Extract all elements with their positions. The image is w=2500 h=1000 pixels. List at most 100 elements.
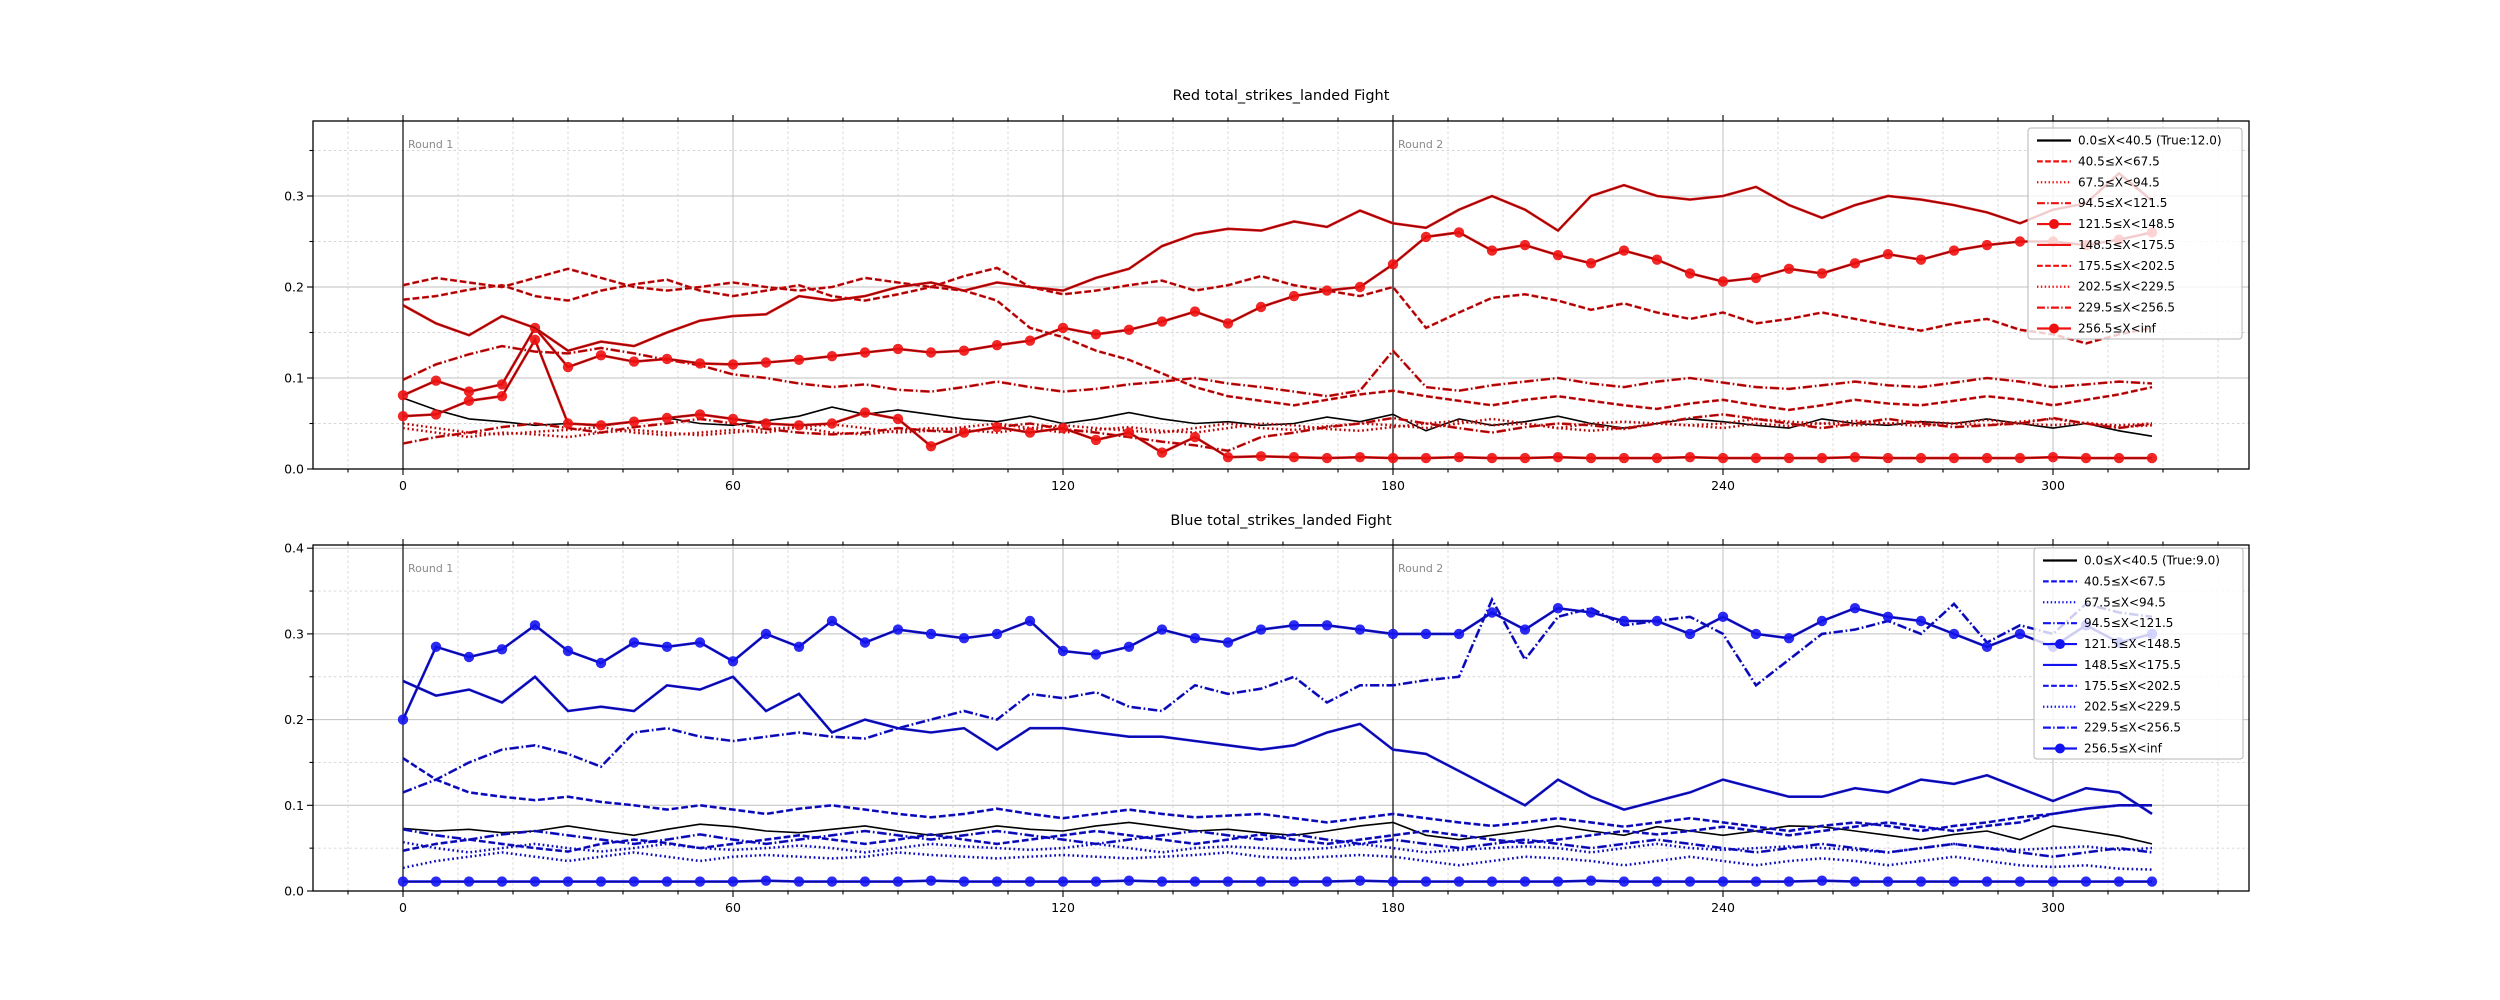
legend-item: 202.5≤X<229.5 xyxy=(2037,280,2175,294)
series-line-shade xyxy=(402,172,2153,352)
legend-item-label: 121.5≤X<148.5 xyxy=(2084,637,2181,651)
series-markers xyxy=(397,875,2158,887)
svg-text:60: 60 xyxy=(725,900,741,915)
svg-text:0: 0 xyxy=(399,478,407,493)
series-markers xyxy=(397,334,2158,464)
series-line-shade xyxy=(402,418,2153,438)
legend-item: 0.0≤X<40.5 (True:9.0) xyxy=(2043,554,2220,568)
svg-text:0.3: 0.3 xyxy=(284,189,304,204)
series-line xyxy=(402,804,2152,853)
legend-item-label: 256.5≤X<inf xyxy=(2078,322,2157,336)
svg-text:120: 120 xyxy=(1051,900,1075,915)
blue-chart-legend: 0.0≤X<40.5 (True:9.0) 40.5≤X<67.5 67.5≤X<9… xyxy=(2033,547,2244,760)
series-line xyxy=(402,266,2153,345)
series-line-shade xyxy=(402,268,2153,411)
legend-item-label: 0.0≤X<40.5 (True:12.0) xyxy=(2078,134,2222,148)
round-label: Round 2 xyxy=(1398,138,1443,151)
svg-text:0.1: 0.1 xyxy=(284,371,304,386)
svg-text:180: 180 xyxy=(1381,478,1405,493)
series-line xyxy=(402,344,2153,398)
legend-item: 94.5≤X<121.5 xyxy=(2043,616,2173,630)
series-line xyxy=(402,417,2153,439)
major-gridlines xyxy=(313,121,2249,470)
series-line-shade xyxy=(402,338,2152,459)
axes-spines xyxy=(312,120,2250,470)
legend-item: 94.5≤X<121.5 xyxy=(2037,196,2167,210)
legend-item-label: 148.5≤X<175.5 xyxy=(2078,238,2175,252)
series-line-shade xyxy=(402,345,2153,397)
legend-item: 40.5≤X<67.5 xyxy=(2043,574,2166,588)
blue-chart-title: Blue total_strikes_landed Fight xyxy=(1170,513,1392,529)
series-line xyxy=(403,879,2152,883)
legend-item: 229.5≤X<256.5 xyxy=(2037,301,2175,315)
legend-item: 256.5≤X<inf xyxy=(2043,742,2163,756)
series-line-shade xyxy=(403,880,2152,883)
axis-tick-labels: 0 60 120 180 240 300 0.0 0.1 0.2 0.3 0.4 xyxy=(284,541,2065,915)
legend-item-label: 229.5≤X<256.5 xyxy=(2084,721,2181,735)
axis-ticks xyxy=(307,115,2219,475)
series-line-shade xyxy=(402,598,2153,793)
series-line xyxy=(402,336,2152,460)
red-chart: Round 1 Round 2 0 60 120 180 240 300 0.0 0.1 0.2 0.… xyxy=(284,115,2250,494)
series-line-shade xyxy=(402,607,2153,720)
svg-text:300: 300 xyxy=(2041,900,2065,915)
legend-item-label: 256.5≤X<inf xyxy=(2084,742,2163,756)
legend-item-label: 40.5≤X<67.5 xyxy=(2084,574,2166,588)
axes-spines xyxy=(312,544,2250,892)
legend-item: 121.5≤X<148.5 xyxy=(2037,217,2175,231)
series-line xyxy=(402,418,2153,437)
legend-sample-marker xyxy=(2049,323,2059,334)
series-line-shade xyxy=(402,757,2152,832)
series-line xyxy=(402,596,2153,794)
svg-text:0: 0 xyxy=(399,900,407,915)
legend-item: 175.5≤X<202.5 xyxy=(2043,679,2181,693)
svg-text:0.4: 0.4 xyxy=(284,541,304,556)
legend-sample-marker xyxy=(2055,743,2065,754)
axis-tick-labels: 0 60 120 180 240 300 0.0 0.1 0.2 0.3 xyxy=(284,189,2065,494)
legend-item-label: 202.5≤X<229.5 xyxy=(2078,280,2175,294)
blue-chart: Round 1 Round 2 0 60 120 180 240 300 0.0 0.1 0.2 0.… xyxy=(284,539,2250,915)
round-label: Round 2 xyxy=(1398,562,1443,575)
minor-gridlines xyxy=(313,121,2249,469)
series-line xyxy=(402,675,2153,815)
round-markers: Round 1 Round 2 xyxy=(402,545,1443,891)
svg-text:0.2: 0.2 xyxy=(284,712,304,727)
series-line-shade xyxy=(402,413,2153,452)
legend-item: 148.5≤X<175.5 xyxy=(2043,658,2181,672)
legend-item: 148.5≤X<175.5 xyxy=(2037,238,2175,252)
legend-item: 67.5≤X<94.5 xyxy=(2037,175,2160,189)
series-line-shade xyxy=(402,267,2153,345)
series-markers xyxy=(397,227,2158,401)
legend-item-label: 67.5≤X<94.5 xyxy=(2084,595,2166,609)
svg-text:0.0: 0.0 xyxy=(284,462,304,477)
svg-text:0.2: 0.2 xyxy=(284,280,304,295)
svg-text:0.1: 0.1 xyxy=(284,798,304,813)
svg-text:240: 240 xyxy=(1711,478,1735,493)
series-line xyxy=(402,851,2153,871)
series-line xyxy=(402,821,2153,845)
axis-ticks xyxy=(307,539,2219,897)
round-label: Round 1 xyxy=(408,138,453,151)
series-line xyxy=(402,171,2153,353)
legend-item-label: 121.5≤X<148.5 xyxy=(2078,217,2175,231)
series-line-shade xyxy=(402,804,2152,853)
svg-text:300: 300 xyxy=(2041,478,2065,493)
round-markers: Round 1 Round 2 xyxy=(402,121,1443,469)
legend-item-label: 229.5≤X<256.5 xyxy=(2078,301,2175,315)
series-line xyxy=(402,828,2153,859)
series-line xyxy=(402,267,2153,412)
round-label: Round 1 xyxy=(408,562,453,575)
svg-text:0.0: 0.0 xyxy=(284,884,304,899)
svg-text:180: 180 xyxy=(1381,900,1405,915)
series-line-shade xyxy=(402,419,2153,436)
red-chart-title: Red total_strikes_landed Fight xyxy=(1172,88,1390,104)
series-line-shade xyxy=(402,851,2153,871)
legend-item: 229.5≤X<256.5 xyxy=(2043,721,2181,735)
svg-text:240: 240 xyxy=(1711,900,1735,915)
svg-text:60: 60 xyxy=(725,478,741,493)
legend-box xyxy=(2027,127,2243,340)
legend-sample-marker xyxy=(2055,639,2065,650)
legend-item-label: 148.5≤X<175.5 xyxy=(2084,658,2181,672)
